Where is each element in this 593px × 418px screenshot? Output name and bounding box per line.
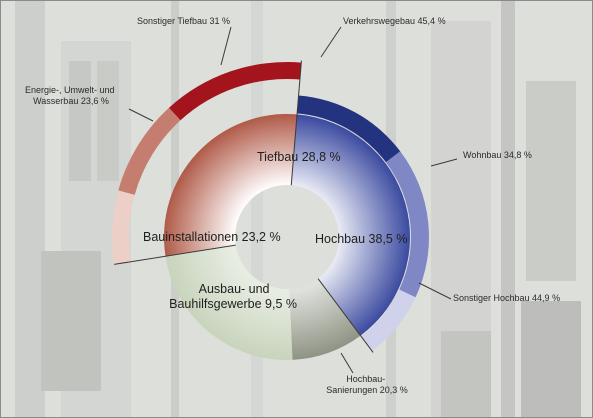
slice-tiefbau <box>163 113 298 257</box>
slice-ausbau-bauhilfsgewerbe <box>289 278 361 360</box>
label-energie-umwelt-wasserbau: Energie-, Umwelt- und Wasserbau 23,6 % <box>25 85 117 106</box>
label-hochbau-sanierungen: Hochbau- Sanierungen 20,3 % <box>326 374 408 395</box>
tiefbau-boundary-left <box>114 244 236 265</box>
leader-sonstiger-hochbau <box>418 282 452 300</box>
hochbau-sub-arc-1 <box>385 151 429 298</box>
label-ausbau-bauhilfsgewerbe: Ausbau- und Bauhilfsgewerbe 9,5 % <box>169 282 297 311</box>
label-verkehrswegebau: Verkehrswegebau 45,4 % <box>343 16 446 26</box>
hochbau-sub-arc-0 <box>297 95 401 163</box>
tiefbau-boundary-right <box>290 60 302 186</box>
label-hochbau: Hochbau 38,5 % <box>315 232 407 246</box>
hochbau-sub-arc-2 <box>361 289 416 351</box>
slice-bauinstallationen <box>165 245 293 360</box>
tiefbau-sub-arc-1 <box>118 107 181 195</box>
leader-hochbau-sanierungen <box>340 352 354 374</box>
leader-verkehrswegebau <box>320 26 342 58</box>
label-wohnbau: Wohnbau 34,8 % <box>463 150 532 160</box>
label-sonstiger-tiefbau: Sonstiger Tiefbau 31 % <box>137 16 230 26</box>
label-tiefbau: Tiefbau 28,8 % <box>257 150 341 164</box>
slice-hochbau <box>291 114 410 336</box>
leader-wohnbau <box>430 158 458 167</box>
leader-energie <box>128 108 154 122</box>
label-sonstiger-hochbau: Sonstiger Hochbau 44,9 % <box>453 293 560 303</box>
tiefbau-sub-arc-0 <box>112 190 135 265</box>
hochbau-boundary <box>317 278 374 353</box>
tiefbau-sub-arc-2 <box>169 62 302 121</box>
leader-sonstiger-tiefbau <box>220 26 232 66</box>
label-bauinstallationen: Bauinstallationen 23,2 % <box>143 230 281 244</box>
